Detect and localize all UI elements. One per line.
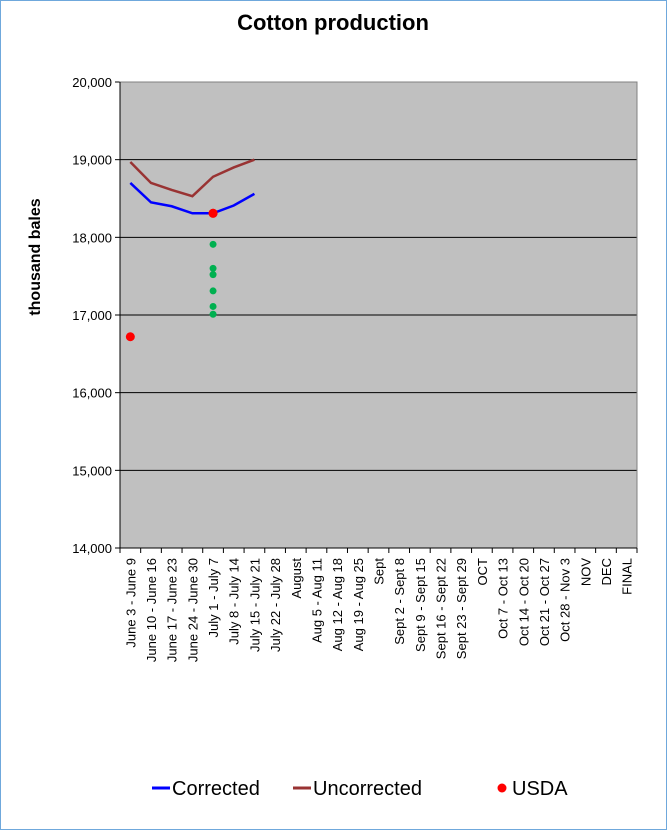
x-tick-label: NOV (578, 558, 593, 587)
series-marker (125, 332, 135, 342)
y-tick-label: 14,000 (72, 541, 112, 556)
x-tick-label: June 10 - June 16 (144, 558, 159, 662)
legend-label: Corrected (172, 778, 260, 800)
x-tick-label: June 24 - June 30 (185, 558, 200, 662)
y-tick-label: 20,000 (72, 75, 112, 90)
extra-point (209, 302, 217, 310)
y-tick-label: 17,000 (72, 308, 112, 323)
extra-point (209, 287, 217, 295)
x-tick-label: July 22 - July 28 (268, 558, 283, 652)
x-tick-label: Oct 7 - Oct 13 (496, 558, 511, 639)
series-line (129, 182, 256, 215)
extra-point (209, 240, 217, 248)
chart-title: Cotton production (237, 10, 429, 35)
x-tick-label: Oct 28 - Nov 3 (558, 558, 573, 642)
x-tick-label: Oct 14 - Oct 20 (516, 558, 531, 646)
legend-swatch (497, 783, 507, 793)
legend-label: USDA (512, 778, 568, 800)
legend-label: Uncorrected (313, 778, 422, 800)
x-tick-label: Sept 16 - Sept 22 (434, 558, 449, 659)
x-tick-label: DEC (599, 558, 614, 585)
y-axis-label: thousand bales (27, 198, 44, 315)
y-tick-label: 15,000 (72, 463, 112, 478)
series-marker (208, 208, 218, 218)
x-tick-label: June 17 - June 23 (165, 558, 180, 662)
extra-point (209, 264, 217, 272)
x-tick-label: June 3 - June 9 (123, 558, 138, 648)
y-tick-label: 19,000 (72, 153, 112, 168)
x-tick-label: OCT (475, 558, 490, 586)
x-tick-label: July 8 - July 14 (227, 558, 242, 645)
series-line (129, 158, 255, 198)
x-tick-label: Sept 2 - Sept 8 (392, 558, 407, 645)
x-tick-label: Sept 23 - Sept 29 (454, 558, 469, 659)
y-tick-label: 18,000 (72, 230, 112, 245)
x-tick-label: Aug 12 - Aug 18 (330, 558, 345, 651)
x-tick-label: Sept (372, 558, 387, 585)
x-tick-label: July 15 - July 21 (247, 558, 262, 652)
x-tick-label: Sept 9 - Sept 15 (413, 558, 428, 652)
x-tick-label: Aug 5 - Aug 11 (309, 558, 324, 643)
x-tick-label: Aug 19 - Aug 25 (351, 558, 366, 651)
extra-point (209, 310, 217, 318)
y-tick-label: 16,000 (72, 386, 112, 401)
x-tick-label: FINAL (620, 558, 635, 595)
extra-point (209, 271, 217, 279)
x-tick-label: July 1 - July 7 (206, 558, 221, 637)
x-tick-label: Oct 21 - Oct 27 (537, 558, 552, 646)
x-tick-label: August (289, 558, 304, 599)
